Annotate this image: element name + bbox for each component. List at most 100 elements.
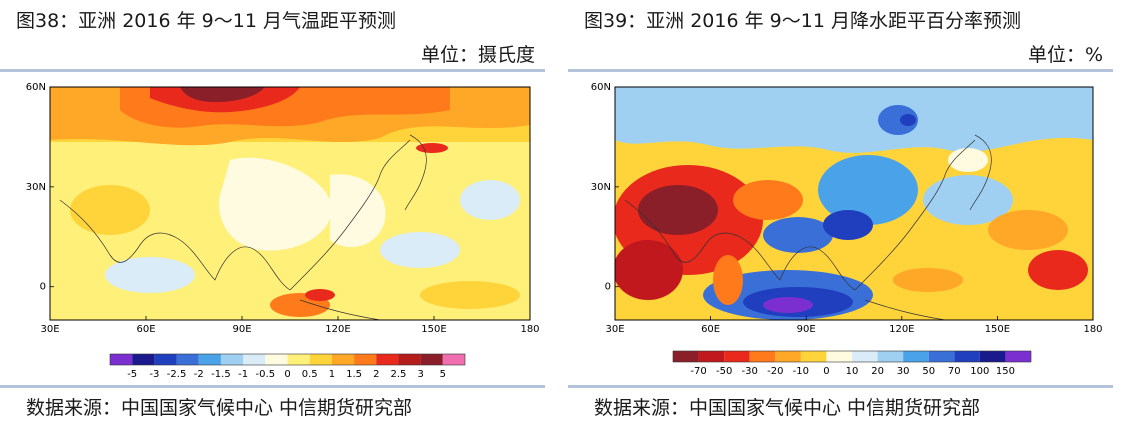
x-tick-label: 30E [40,324,59,335]
colorbar-label: 1 [329,369,335,380]
colorbar-swatch [376,354,399,365]
colorbar-label: 2.5 [390,369,406,380]
temperature-source: 数据来源：中国国家气候中心 中信期货研究部 [26,397,413,419]
colorbar-label: 20 [871,366,884,377]
colorbar-label: 0 [823,366,829,377]
temperature-title: 图38：亚洲 2016 年 9～11 月气温距平预测 [16,10,396,32]
temperature-field [50,87,530,320]
colorbar-swatch [265,354,288,365]
precipitation-chart: 30E 60E 90E 120E 150E 180 60N 30N 0 -70 -50 -30 -20… [591,82,1103,377]
colorbar-frame [672,350,1032,363]
x-tick-label: 150E [421,324,446,335]
colorbar-label: -1.5 [211,369,231,380]
colorbar-swatch [979,351,1006,362]
colorbar-label: -0.5 [256,369,276,380]
colorbar-label: -50 [716,366,732,377]
y-tick-label: 30N [26,182,46,193]
colorbar-swatch [110,354,133,365]
colorbar-swatch [698,351,725,362]
precipitation-title: 图39：亚洲 2016 年 9～11 月降水距平百分率预测 [584,10,1021,32]
colorbar-swatch [309,354,332,365]
colorbar-swatch [398,354,421,365]
y-tick-label: 60N [591,82,611,93]
colorbar-swatch [154,354,177,365]
temperature-chart: 30E 60E 90E 120E 150E 180 60N 30N 0 -5 -3 -2.5 -2 -1… [26,82,540,380]
precipitation-source: 数据来源：中国国家气候中心 中信期货研究部 [594,397,981,419]
colorbar-swatch [331,354,355,365]
colorbar-swatch [243,354,266,365]
colorbar-label: 3 [417,369,423,380]
y-tick-label: 0 [40,282,46,293]
x-tick-label: 120E [889,324,914,335]
y-tick-label: 30N [591,182,611,193]
top-divider [0,69,545,72]
colorbar-label: -2 [194,369,204,380]
colorbar-label: -2.5 [167,369,187,380]
colorbar-swatch [176,354,199,365]
colorbar-label: -20 [767,366,783,377]
colorbar-swatch [775,351,801,362]
colorbar-label: -10 [793,366,809,377]
colorbar-label: 50 [922,366,935,377]
colorbar-label: 1.5 [346,369,362,380]
x-tick-label: 30E [605,324,624,335]
colorbar-swatch [354,354,377,365]
colorbar-swatch [954,351,980,362]
colorbar-swatch [442,354,465,365]
colorbar-label: -30 [742,366,758,377]
bottom-divider [568,385,1113,388]
colorbar-label: 70 [948,366,961,377]
y-tick-label: 0 [605,282,611,293]
colorbar-swatch [132,354,155,365]
colorbar-swatch [749,351,776,362]
temperature-panel: 图38：亚洲 2016 年 9～11 月气温距平预测 单位：摄氏度 [0,0,545,430]
x-tick-label: 60E [136,324,155,335]
x-tick-label: 150E [985,324,1010,335]
x-tick-label: 120E [325,324,350,335]
x-tick-label: 60E [701,324,720,335]
coastline [624,134,992,320]
x-tick-label: 90E [232,324,251,335]
colorbar-label: -1 [238,369,248,380]
plot-frame [614,86,1094,321]
colorbar-label: 2 [373,369,379,380]
colorbar-swatch [877,351,904,362]
temperature-plot: 30E 60E 90E 120E 150E 180 60N 30N 0 -5 -3 -2.5 -2 -1… [0,80,545,380]
colorbar-label: 10 [846,366,859,377]
plot-frame [49,86,531,321]
colorbar-swatch [1005,351,1031,362]
precipitation-field [615,87,1093,320]
colorbar-swatch [198,354,221,365]
coastline [59,134,427,320]
y-tick-label: 60N [26,82,46,93]
colorbar-label: 150 [996,366,1015,377]
precipitation-plot: 30E 60E 90E 120E 150E 180 60N 30N 0 -70 -50 -30 -20… [568,80,1113,380]
precipitation-panel: 图39：亚洲 2016 年 9～11 月降水距平百分率预测 单位：% [568,0,1113,430]
colorbar-swatch [928,351,955,362]
top-divider [568,69,1113,72]
colorbar-swatch [724,351,750,362]
colorbar-swatch [903,351,929,362]
colorbar-label: -70 [690,366,706,377]
colorbar-swatch [800,351,827,362]
temperature-unit: 单位：摄氏度 [420,44,535,66]
colorbar-label: 0.5 [302,369,318,380]
colorbar-swatch [826,351,852,362]
bottom-divider [0,385,545,388]
x-tick-label: 180 [520,324,539,335]
colorbar-label: 5 [440,369,446,380]
colorbar-label: -3 [149,369,159,380]
colorbar-frame [109,353,466,366]
colorbar-swatch [420,354,443,365]
colorbar-swatch [852,351,878,362]
colorbar-swatch [220,354,244,365]
colorbar-label: 0 [284,369,290,380]
colorbar-swatch [287,354,310,365]
colorbar-label: 30 [897,366,910,377]
colorbar-swatch [673,351,699,362]
colorbar-label: -5 [127,369,137,380]
x-tick-label: 90E [797,324,816,335]
x-tick-label: 180 [1083,324,1102,335]
precipitation-unit: 单位：% [1027,44,1103,66]
colorbar-label: 100 [970,366,989,377]
